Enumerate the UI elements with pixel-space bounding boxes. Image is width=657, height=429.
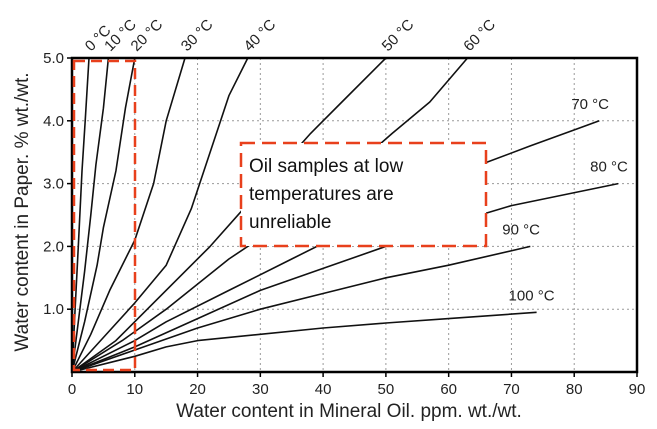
- y-tick-label: 3.0: [43, 176, 64, 193]
- x-tick-label: 80: [566, 381, 583, 398]
- series-label: 40 °C: [241, 16, 280, 55]
- y-tick-label: 5.0: [43, 50, 64, 67]
- unreliable-region-box: [72, 59, 137, 372]
- frame-layer: [67, 56, 639, 377]
- series-line: [71, 182, 619, 373]
- annotation-border: [239, 141, 488, 248]
- y-tick-label: 1.0: [43, 301, 64, 318]
- series-label: 90 °C: [502, 221, 540, 238]
- series-label: 50 °C: [379, 16, 418, 55]
- series-line: [71, 57, 186, 373]
- series-line: [71, 311, 537, 373]
- series-line: [71, 57, 249, 373]
- annotation-line-2: temperatures are: [249, 184, 394, 205]
- y-tick-label: 2.0: [43, 238, 64, 255]
- series-label: 70 °C: [571, 96, 609, 113]
- x-tick-label: 10: [126, 381, 143, 398]
- x-tick-label: 50: [378, 381, 395, 398]
- series-line: [71, 57, 387, 373]
- y-tick-label: 4.0: [43, 113, 64, 130]
- x-axis-title: Water content in Mineral Oil. ppm. wt./w…: [176, 401, 522, 422]
- series-label: 60 °C: [460, 16, 499, 55]
- y-axis-title: Water content in Paper. % wt./wt.: [12, 72, 33, 351]
- x-tick-label: 30: [252, 381, 269, 398]
- x-tick-label: 0: [68, 381, 76, 398]
- x-tick-label: 90: [629, 381, 646, 398]
- series-line: [71, 57, 136, 373]
- series-label: 100 °C: [509, 287, 555, 304]
- x-tick-label: 40: [315, 381, 332, 398]
- series-line: [71, 245, 531, 373]
- plot-frame: [70, 56, 639, 374]
- series-label: 80 °C: [590, 159, 628, 176]
- x-tick-label: 20: [189, 381, 206, 398]
- series-line: [71, 57, 110, 373]
- series-label: 30 °C: [178, 16, 217, 55]
- annotation-box: Oil samples at low temperatures are unre…: [239, 141, 488, 248]
- x-tick-label: 60: [440, 381, 457, 398]
- x-tick-label: 70: [503, 381, 520, 398]
- annotation-line-3: unreliable: [249, 212, 331, 233]
- annotation-line-1: Oil samples at low: [249, 156, 403, 177]
